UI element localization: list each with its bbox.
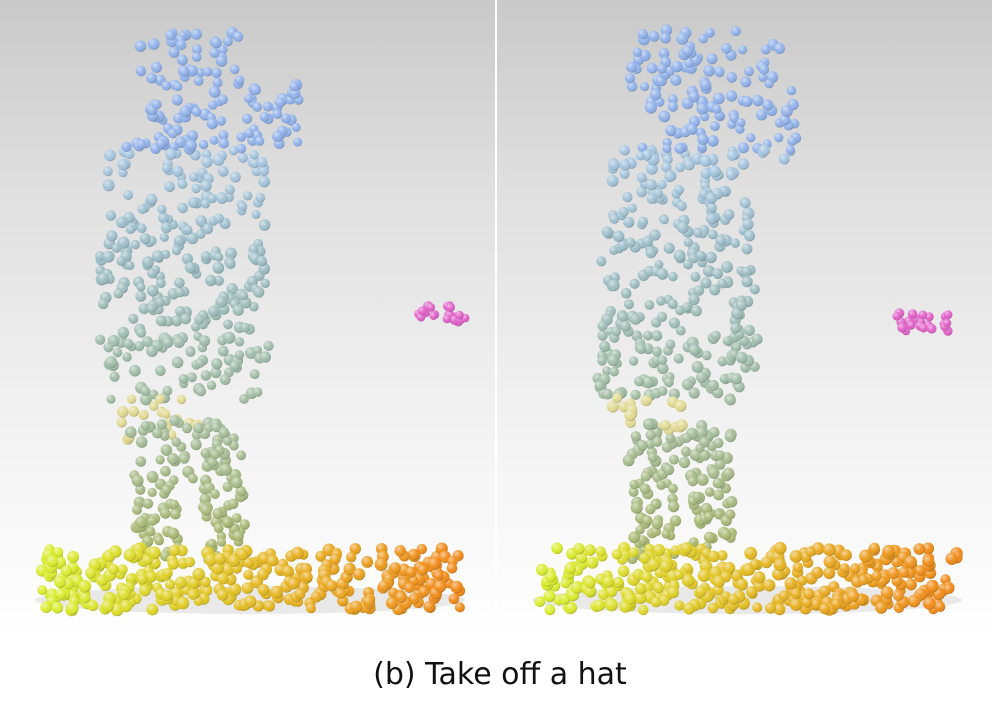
point-cloud-before — [35, 26, 470, 617]
panel-after — [497, 0, 992, 640]
point-cloud-after — [532, 24, 963, 616]
panel-before — [0, 0, 495, 640]
figure-caption: (b) Take off a hat — [373, 657, 627, 692]
point-cloud-points — [36, 26, 470, 617]
point-cloud-points — [534, 24, 963, 616]
